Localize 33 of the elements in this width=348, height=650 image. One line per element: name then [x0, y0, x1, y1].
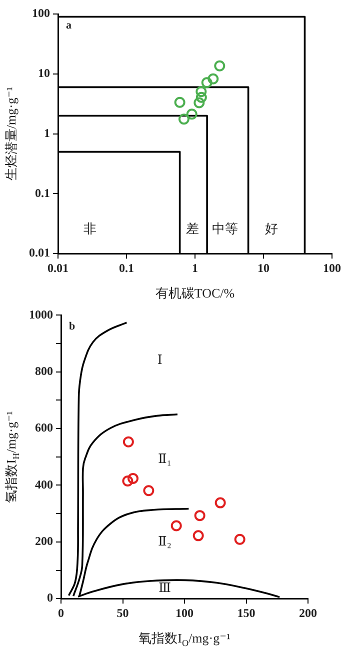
text: a — [66, 19, 72, 32]
x-tick-label: 200 — [299, 606, 317, 620]
annotation: Ⅱ₂ — [158, 533, 172, 548]
y-axis-title: 氢指数IH/mg·g⁻¹ — [3, 410, 21, 503]
x-tick-label: 0.1 — [119, 260, 134, 275]
x-tick-label: 50 — [116, 606, 129, 620]
x-tick-label: 150 — [237, 606, 256, 620]
y-tick-label: 0 — [47, 590, 53, 605]
y-tick-label: 0.01 — [29, 246, 50, 260]
y-tick-label: 600 — [35, 420, 53, 435]
y-tick-label: 0.1 — [35, 186, 50, 200]
annotation: Ⅱ₁ — [158, 451, 172, 466]
y-tick-label: 1000 — [29, 307, 53, 322]
y-tick-label: 400 — [35, 477, 53, 492]
x-tick-label: 10 — [258, 260, 270, 275]
annotation: 好 — [265, 221, 278, 236]
y-tick-label: 100 — [32, 6, 50, 20]
y-axis-title: 生烃潜量/mg·g⁻¹ — [3, 86, 18, 181]
annotation: Ⅰ — [157, 352, 162, 367]
y-tick-label: 200 — [35, 534, 53, 548]
x-tick-label: 0 — [58, 606, 64, 620]
annotation: 中等 — [212, 221, 238, 236]
x-tick-label: 100 — [323, 260, 341, 275]
y-tick-label: 1 — [44, 126, 50, 140]
text: b — [69, 320, 76, 333]
x-tick-label: 100 — [176, 606, 194, 620]
x-axis-title: 有机碳TOC/% — [155, 285, 235, 300]
annotation: 非 — [84, 221, 97, 236]
y-tick-label: 800 — [35, 364, 53, 378]
x-tick-label: 1 — [192, 260, 198, 275]
annotation: 差 — [186, 221, 199, 236]
y-tick-label: 10 — [38, 66, 50, 80]
annotation: Ⅲ — [158, 580, 172, 596]
